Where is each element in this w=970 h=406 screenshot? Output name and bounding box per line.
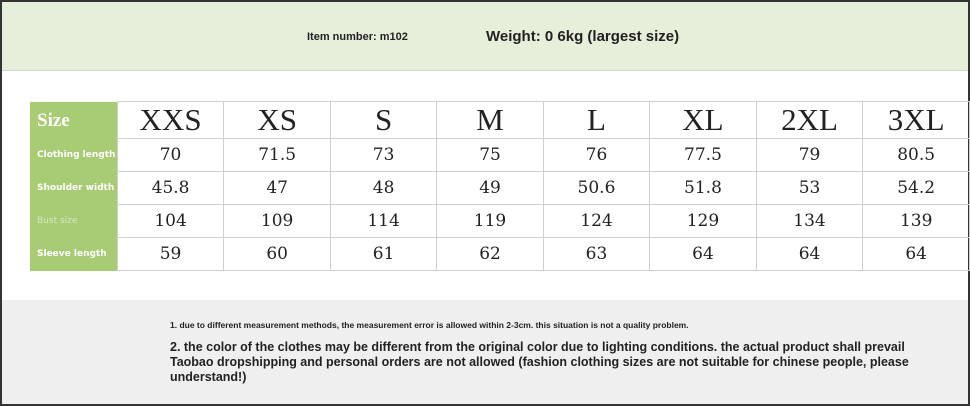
note-1: 1. due to different measurement methods,… [170,320,689,330]
table-cell: 109 [223,204,331,238]
table-cell: 104 [116,204,225,238]
table-cell: 71.5 [223,138,331,172]
table-cell: 63 [542,237,651,271]
table-row: Clothing length 70 71.5 73 75 76 77.5 79 80.5 [30,138,970,172]
table-row: Sleeve length 59 60 61 62 63 64 64 64 [30,237,970,271]
size-label: Size [30,101,118,139]
size-m: M [436,101,544,139]
row-label: Sleeve length [30,237,118,271]
table-cell: 75 [436,138,544,172]
table-row: Bust size 104 109 114 119 124 129 134 139 [30,204,970,238]
table-cell: 73 [329,138,438,172]
size-s: S [329,101,438,139]
table-cell: 48 [329,171,438,205]
table-cell: 124 [542,204,651,238]
table-cell: 45.8 [116,171,225,205]
size-3xl: 3XL [862,101,970,139]
notes-band: 1. due to different measurement methods,… [2,300,968,404]
table-cell: 64 [862,237,970,271]
size-l: L [542,101,651,139]
table-cell: 64 [755,237,864,271]
table-cell: 50.6 [542,171,651,205]
row-label: Shoulder width [30,171,118,205]
table-cell: 60 [223,237,331,271]
table-cell: 77.5 [649,138,757,172]
table-cell: 76 [542,138,651,172]
size-xxs: XXS [116,101,225,139]
table-cell: 49 [436,171,544,205]
table-cell: 64 [649,237,757,271]
row-label: Clothing length [30,138,118,172]
table-cell: 54.2 [862,171,970,205]
table-cell: 47 [223,171,331,205]
size-table: Size XXS XS S M L XL 2XL 3XL Clothing le… [30,101,970,271]
table-cell: 139 [862,204,970,238]
size-header-row: Size XXS XS S M L XL 2XL 3XL [30,101,970,139]
size-xs: XS [223,101,331,139]
item-number: Item number: m102 [307,31,408,43]
table-cell: 51.8 [649,171,757,205]
table-cell: 80.5 [862,138,970,172]
table-cell: 59 [116,237,225,271]
table-cell: 79 [755,138,864,172]
weight: Weight: 0 6kg (largest size) [486,28,680,45]
table-cell: 62 [436,237,544,271]
note-2: 2. the color of the clothes may be diffe… [170,340,909,384]
table-cell: 70 [116,138,225,172]
table-cell: 134 [755,204,864,238]
row-label: Bust size [30,204,118,238]
size-xl: XL [649,101,757,139]
header-band: Item number: m102 Weight: 0 6kg (largest… [2,2,968,71]
table-row: Shoulder width 45.8 47 48 49 50.6 51.8 53 54.2 [30,171,970,205]
table-cell: 114 [329,204,438,238]
table-cell: 61 [329,237,438,271]
table-cell: 129 [649,204,757,238]
table-cell: 119 [436,204,544,238]
size-2xl: 2XL [755,101,864,139]
table-cell: 53 [755,171,864,205]
